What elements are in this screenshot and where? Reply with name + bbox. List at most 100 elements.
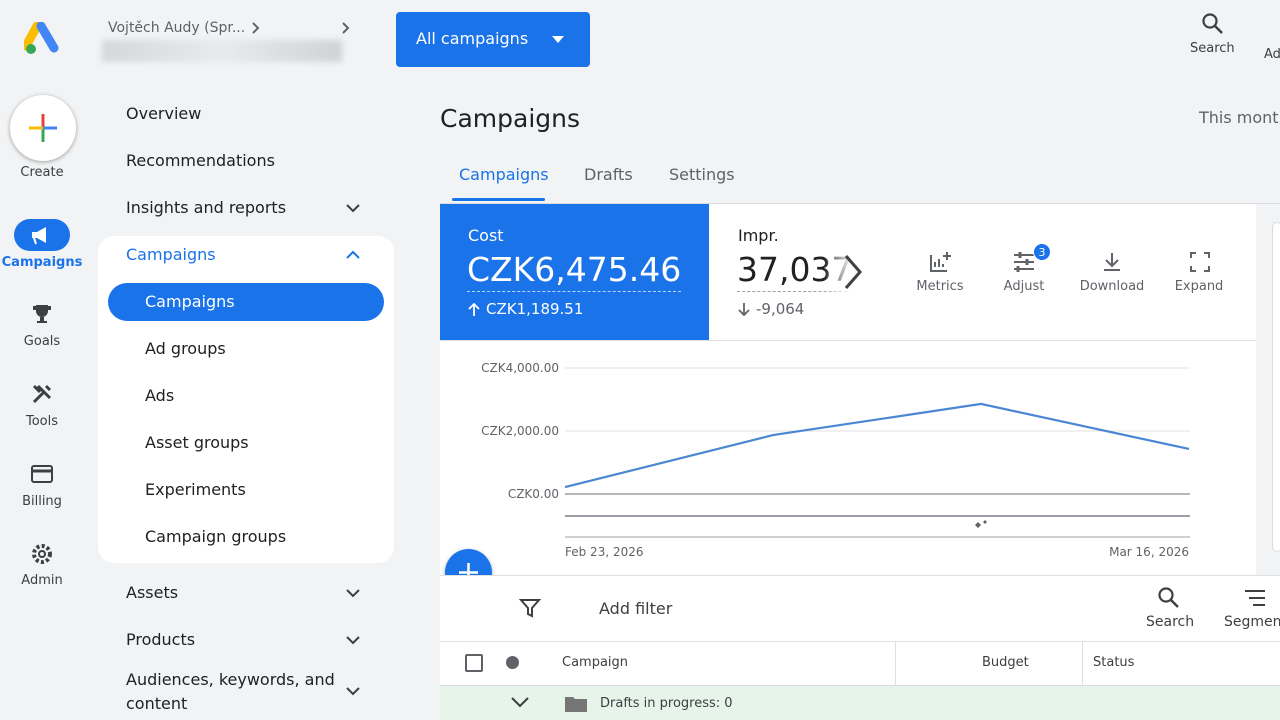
- search-label: Search: [1146, 614, 1195, 630]
- logo[interactable]: [24, 22, 62, 56]
- download-icon: [1104, 253, 1120, 271]
- nav-item[interactable]: Products: [126, 630, 196, 649]
- metric-name: Impr.: [738, 226, 779, 245]
- cost-line: [564, 402, 1190, 489]
- metric-impr[interactable]: Impr. 37,037 -9,064: [710, 204, 860, 340]
- column-header[interactable]: Campaign: [562, 655, 629, 670]
- tab[interactable]: Drafts: [584, 165, 633, 184]
- side-card: [1272, 222, 1280, 552]
- rail-active-pill[interactable]: [14, 219, 70, 251]
- metric-change: -9,064: [738, 300, 804, 318]
- chevron-down: [346, 204, 360, 213]
- campaign-selector[interactable]: All campaigns: [396, 12, 590, 67]
- create-button[interactable]: [10, 95, 76, 161]
- add-filter[interactable]: Add filter: [599, 599, 673, 618]
- rail-label[interactable]: Create: [20, 165, 64, 180]
- truncated-label: Ad: [1264, 47, 1280, 62]
- megaphone-icon: [32, 227, 46, 245]
- column-divider: [895, 641, 896, 720]
- goals-icon: [33, 305, 51, 323]
- nav-selected: [108, 283, 384, 321]
- search-label: Search: [1190, 41, 1235, 56]
- nav-item[interactable]: Assets: [126, 583, 179, 602]
- nav-item[interactable]: Audiences, keywords, and content: [126, 670, 335, 713]
- search-icon[interactable]: [1201, 12, 1225, 36]
- campaign-selector-label: All campaigns: [416, 29, 529, 48]
- down-arrow: [738, 303, 750, 316]
- search-icon[interactable]: [1157, 586, 1181, 610]
- metric-cost[interactable]: Cost CZK6,475.46 CZK1,189.51: [440, 204, 709, 340]
- tab[interactable]: Settings: [669, 165, 735, 184]
- chevron-down: [346, 589, 360, 598]
- column-divider: [1082, 641, 1083, 720]
- row-expand[interactable]: [511, 697, 529, 708]
- toolbar-label[interactable]: Adjust: [1003, 279, 1045, 294]
- select-all-checkbox[interactable]: [465, 654, 483, 672]
- divider: [440, 340, 1256, 341]
- segment-icon[interactable]: [1243, 588, 1267, 608]
- nav-subitem[interactable]: Campaigns: [145, 292, 235, 311]
- page-title: Campaigns: [440, 104, 581, 133]
- nav-item[interactable]: Insights and reports: [126, 198, 287, 217]
- nav-subitem[interactable]: Ad groups: [145, 339, 226, 358]
- billing-icon: [31, 465, 53, 483]
- account-path[interactable]: Vojtěch Audy (Spr...: [108, 20, 246, 36]
- metric-value: CZK6,475.46: [467, 250, 682, 292]
- adjust-icon: [1014, 252, 1034, 272]
- toolbar-label[interactable]: Expand: [1174, 279, 1224, 294]
- nav-item[interactable]: Recommendations: [126, 151, 275, 170]
- metric-change-value: -9,064: [756, 300, 805, 318]
- rail-label[interactable]: Campaigns: [1, 255, 83, 270]
- tab-divider: [440, 203, 1280, 204]
- tools-icon: [32, 384, 52, 404]
- nav-item[interactable]: Campaigns: [126, 245, 216, 264]
- y-tick-label: CZK0.00: [508, 487, 559, 501]
- chevron-down: [346, 687, 360, 696]
- chart: CZK0.00 CZK2,000.00 CZK4,000.00 Feb 23, 202…: [481, 361, 1190, 559]
- breadcrumb-icons: [252, 22, 350, 34]
- toolbar-label[interactable]: Metrics: [916, 279, 964, 294]
- filter-icon[interactable]: [519, 598, 541, 618]
- metrics-icon: [930, 252, 951, 272]
- chevron-down: [346, 636, 360, 645]
- divider: [440, 641, 1280, 642]
- blurred-account: [102, 40, 342, 62]
- drafts-cell: Drafts in progress: 0: [600, 696, 733, 711]
- tab-indicator: [452, 198, 545, 201]
- x-tick-label: Feb 23, 2026: [565, 545, 644, 559]
- date-range[interactable]: This month: [1199, 108, 1280, 127]
- nav-subitem[interactable]: Ads: [145, 386, 175, 405]
- up-arrow: [468, 303, 480, 316]
- metric-value: 37,037: [737, 250, 853, 292]
- rail-label[interactable]: Goals: [23, 334, 61, 349]
- rail-label[interactable]: Admin: [21, 573, 63, 588]
- y-tick-label: CZK4,000.00: [481, 361, 559, 375]
- column-header[interactable]: Status: [1093, 655, 1135, 670]
- plus-icon: [29, 114, 57, 142]
- nav-subitem[interactable]: Asset groups: [145, 433, 249, 452]
- metric-name: Cost: [468, 226, 504, 245]
- column-header[interactable]: Budget: [982, 655, 1029, 670]
- chevron-up: [346, 250, 360, 259]
- nav-subitem[interactable]: Campaign groups: [145, 527, 287, 546]
- y-tick-label: CZK2,000.00: [481, 424, 559, 438]
- sparkle-icon: [975, 520, 987, 528]
- nav-subitem[interactable]: Experiments: [145, 480, 246, 499]
- expand-icon: [1190, 252, 1210, 272]
- rail-label[interactable]: Billing: [22, 494, 62, 509]
- metric-change-value: CZK1,189.51: [486, 300, 584, 318]
- segment-label: Segment: [1224, 614, 1280, 630]
- adjust-badge: 3: [1033, 243, 1051, 261]
- rail-label[interactable]: Tools: [25, 414, 59, 429]
- metric-change: CZK1,189.51: [468, 300, 583, 318]
- nav-item[interactable]: Overview: [126, 104, 202, 123]
- folder-icon: [565, 697, 587, 712]
- toolbar-label[interactable]: Download: [1079, 279, 1145, 294]
- admin-icon: [32, 544, 52, 564]
- tab[interactable]: Campaigns: [459, 165, 549, 184]
- next-metric[interactable]: [842, 254, 866, 290]
- dropdown-icon: [552, 36, 564, 43]
- status-dot: [506, 656, 519, 669]
